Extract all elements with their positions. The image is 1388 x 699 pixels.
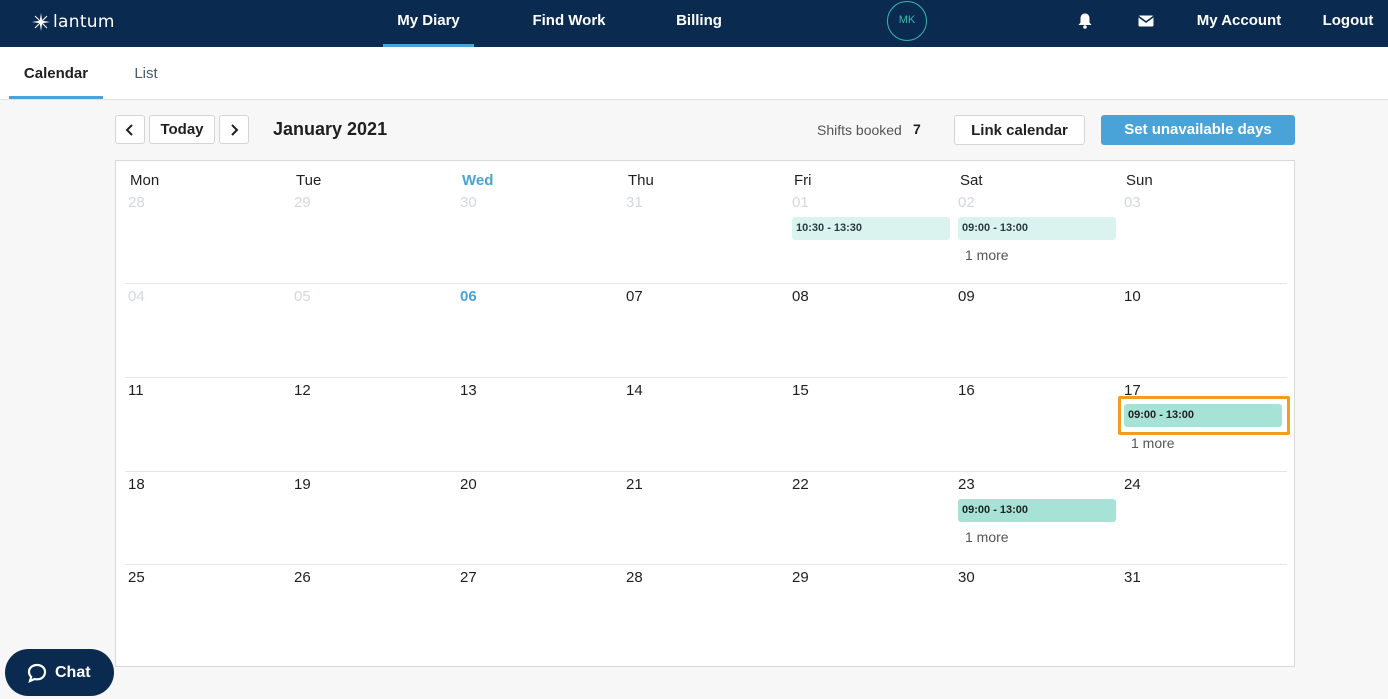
day-cell-date[interactable]: 28 — [626, 569, 643, 586]
day-cell-date[interactable]: 11 — [128, 382, 144, 399]
brand-name: lantum — [53, 12, 115, 32]
day-cell-date[interactable]: 22 — [792, 476, 809, 493]
shift-event[interactable]: 09:00 - 13:00 — [958, 499, 1116, 522]
chevron-right-icon — [231, 124, 239, 136]
day-cell-date[interactable]: 16 — [958, 382, 975, 399]
day-cell-date[interactable]: 25 — [128, 569, 145, 586]
tab-list[interactable]: List — [134, 65, 158, 82]
weekday-header-sat: Sat — [960, 172, 983, 189]
day-cell-date[interactable]: 21 — [626, 476, 643, 493]
day-cell-date[interactable]: 31 — [626, 194, 643, 211]
user-avatar[interactable]: MK — [887, 1, 927, 41]
day-cell-date[interactable]: 01 — [792, 194, 809, 211]
day-cell-date[interactable]: 14 — [626, 382, 643, 399]
weekday-header-thu: Thu — [628, 172, 654, 189]
day-cell-date[interactable]: 29 — [294, 194, 311, 211]
weekday-header-mon: Mon — [130, 172, 160, 189]
nav-my-diary[interactable]: My Diary — [383, 0, 474, 47]
sparkle-icon — [32, 13, 50, 31]
selected-shift-highlight — [1118, 396, 1290, 435]
month-calendar: Mon Tue Wed Thu Fri Sat Sun 28 29 30 31 … — [115, 160, 1295, 667]
envelope-icon[interactable] — [1137, 12, 1155, 30]
week-divider — [125, 377, 1287, 378]
weekday-header-wed: Wed — [462, 172, 494, 189]
day-cell-date[interactable]: 07 — [626, 288, 643, 305]
day-cell-date[interactable]: 05 — [294, 288, 311, 305]
chevron-left-icon — [125, 124, 133, 136]
chat-button[interactable]: Chat — [5, 649, 114, 696]
day-cell-date[interactable]: 09 — [958, 288, 975, 305]
weekday-header-fri: Fri — [794, 172, 812, 189]
day-cell-date[interactable]: 23 — [958, 476, 975, 493]
speech-bubble-icon — [27, 663, 47, 683]
day-cell-date[interactable]: 03 — [1124, 194, 1141, 211]
shift-event[interactable]: 10:30 - 13:30 — [792, 217, 950, 240]
day-cell-date[interactable]: 08 — [792, 288, 809, 305]
day-cell-date[interactable]: 20 — [460, 476, 477, 493]
day-cell-date[interactable]: 12 — [294, 382, 311, 399]
more-shifts-link[interactable]: 1 more — [965, 529, 1009, 545]
day-cell-date[interactable]: 15 — [792, 382, 809, 399]
more-shifts-link[interactable]: 1 more — [965, 247, 1009, 263]
day-cell-date[interactable]: 10 — [1124, 288, 1141, 305]
day-cell-date[interactable]: 27 — [460, 569, 477, 586]
set-unavailable-days-button[interactable]: Set unavailable days — [1101, 115, 1295, 145]
weekday-header-sun: Sun — [1126, 172, 1153, 189]
month-title: January 2021 — [273, 119, 388, 139]
nav-billing[interactable]: Billing — [676, 12, 722, 29]
day-cell-date[interactable]: 30 — [958, 569, 975, 586]
today-button[interactable]: Today — [149, 115, 215, 144]
shift-event[interactable]: 09:00 - 13:00 — [958, 217, 1116, 240]
shift-event-selected[interactable]: 09:00 - 13:00 — [1124, 404, 1282, 427]
week-divider — [125, 283, 1287, 284]
day-cell-date[interactable]: 30 — [460, 194, 477, 211]
day-cell-date[interactable]: 19 — [294, 476, 311, 493]
day-cell-date[interactable]: 31 — [1124, 569, 1141, 586]
week-divider — [125, 564, 1287, 565]
bell-icon[interactable] — [1076, 12, 1094, 30]
day-cell-date[interactable]: 18 — [128, 476, 145, 493]
day-cell-date[interactable]: 17 — [1124, 382, 1141, 399]
day-cell-date[interactable]: 26 — [294, 569, 311, 586]
shifts-booked-label: Shifts booked — [817, 122, 902, 138]
nav-logout[interactable]: Logout — [1322, 12, 1374, 29]
week-divider — [125, 471, 1287, 472]
top-navigation: lantum My Diary Find Work Billing MK My … — [0, 0, 1388, 47]
lantum-logo[interactable]: lantum — [32, 11, 115, 33]
day-cell-date[interactable]: 02 — [958, 194, 975, 211]
next-month-button[interactable] — [219, 115, 249, 144]
day-cell-date[interactable]: 13 — [460, 382, 477, 399]
day-cell-date[interactable]: 29 — [792, 569, 809, 586]
chat-label: Chat — [55, 664, 91, 681]
nav-my-account[interactable]: My Account — [1196, 12, 1282, 29]
day-cell-date-today[interactable]: 06 — [460, 288, 477, 305]
weekday-header-tue: Tue — [296, 172, 322, 189]
link-calendar-button[interactable]: Link calendar — [954, 115, 1085, 145]
shifts-booked-count: 7 — [913, 121, 921, 137]
day-cell-date[interactable]: 04 — [128, 288, 145, 305]
more-shifts-link[interactable]: 1 more — [1131, 435, 1175, 451]
day-cell-date[interactable]: 24 — [1124, 476, 1141, 493]
previous-month-button[interactable] — [115, 115, 145, 144]
nav-find-work[interactable]: Find Work — [532, 12, 606, 29]
tab-calendar[interactable]: Calendar — [9, 47, 103, 99]
view-tabs: Calendar List — [0, 47, 1388, 100]
day-cell-date[interactable]: 28 — [128, 194, 145, 211]
